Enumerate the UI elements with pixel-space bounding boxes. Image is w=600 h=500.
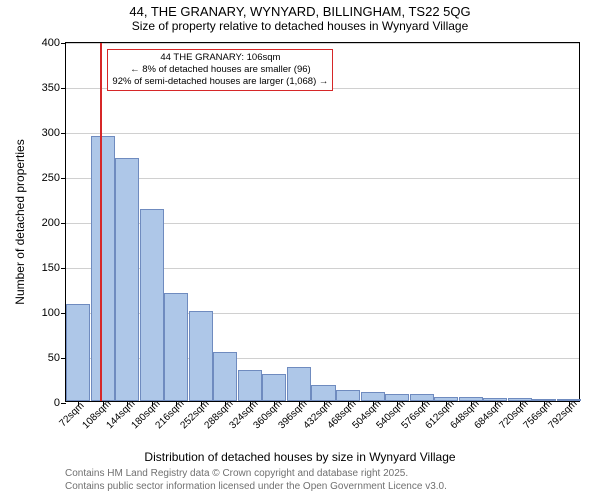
marker-line <box>100 43 102 401</box>
footer-attribution: Contains HM Land Registry data © Crown c… <box>65 468 447 493</box>
bar <box>115 158 139 401</box>
plot-area: 05010015020025030035040072sqm108sqm144sq… <box>66 43 579 401</box>
ytick-label: 250 <box>42 172 60 184</box>
bar <box>262 374 286 401</box>
ytick-mark <box>61 268 66 269</box>
y-axis-label: Number of detached properties <box>13 139 27 304</box>
callout-line3: 92% of semi-detached houses are larger (… <box>112 76 328 88</box>
bar <box>140 209 164 401</box>
chart-title-main: 44, THE GRANARY, WYNYARD, BILLINGHAM, TS… <box>0 4 600 19</box>
gridline <box>66 43 579 44</box>
ytick-label: 100 <box>42 307 60 319</box>
ytick-mark <box>61 223 66 224</box>
callout-line2: ← 8% of detached houses are smaller (96) <box>112 64 328 76</box>
chart-title-block: 44, THE GRANARY, WYNYARD, BILLINGHAM, TS… <box>0 4 600 33</box>
ytick-label: 0 <box>54 397 60 409</box>
callout-line1: 44 THE GRANARY: 106sqm <box>112 52 328 64</box>
ytick-mark <box>61 43 66 44</box>
ytick-label: 350 <box>42 82 60 94</box>
ytick-label: 150 <box>42 262 60 274</box>
footer-line2: Contains public sector information licen… <box>65 481 447 494</box>
x-axis-label: Distribution of detached houses by size … <box>0 450 600 464</box>
ytick-mark <box>61 88 66 89</box>
gridline <box>66 133 579 134</box>
bar <box>66 304 90 401</box>
ytick-label: 400 <box>42 37 60 49</box>
ytick-label: 300 <box>42 127 60 139</box>
ytick-label: 200 <box>42 217 60 229</box>
bar <box>189 311 213 401</box>
bar <box>91 136 115 402</box>
chart-title-sub: Size of property relative to detached ho… <box>0 19 600 33</box>
bar <box>164 293 188 401</box>
bar <box>311 385 335 401</box>
ytick-mark <box>61 403 66 404</box>
callout-box: 44 THE GRANARY: 106sqm← 8% of detached h… <box>107 49 333 91</box>
ytick-label: 50 <box>48 352 60 364</box>
bar <box>213 352 237 402</box>
chart-frame: 05010015020025030035040072sqm108sqm144sq… <box>65 42 580 402</box>
footer-line1: Contains HM Land Registry data © Crown c… <box>65 468 447 481</box>
bar <box>287 367 311 401</box>
ytick-mark <box>61 133 66 134</box>
bar <box>238 370 262 402</box>
gridline <box>66 178 579 179</box>
ytick-mark <box>61 178 66 179</box>
